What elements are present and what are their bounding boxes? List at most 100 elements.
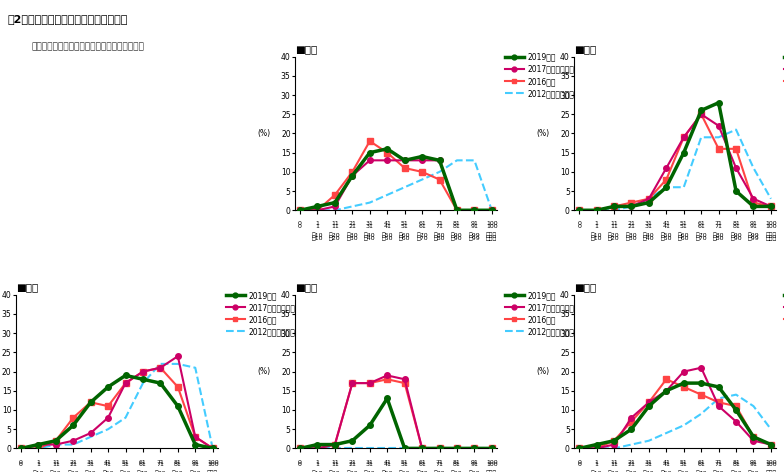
Text: 31: 31 <box>87 462 95 467</box>
Text: 1: 1 <box>594 460 598 464</box>
Text: 61: 61 <box>418 460 426 464</box>
Text: 〜30: 〜30 <box>347 233 358 238</box>
Text: 100: 100 <box>765 224 777 229</box>
Legend: 2019年度, 2017年度（マークシート式導入）, 2016年度, 2012年度（旧制度入試100点満点換算）: 2019年度, 2017年度（マークシート式導入）, 2016年度, 2012年… <box>505 291 626 336</box>
Text: 0: 0 <box>298 460 302 464</box>
Text: 〜60: 〜60 <box>399 235 410 241</box>
Text: 91: 91 <box>191 460 199 464</box>
Text: 71: 71 <box>436 460 444 464</box>
Text: 1: 1 <box>594 221 598 227</box>
Text: 91: 91 <box>470 224 478 229</box>
Text: 61: 61 <box>139 462 147 467</box>
Text: 0: 0 <box>577 462 581 467</box>
Text: 〜10: 〜10 <box>591 471 602 472</box>
Text: 21: 21 <box>627 462 635 467</box>
Text: 〜90: 〜90 <box>730 471 742 472</box>
Text: 100: 100 <box>207 462 219 467</box>
Text: 71: 71 <box>715 460 723 464</box>
Text: （点）: （点） <box>765 233 777 238</box>
Text: 61: 61 <box>697 462 705 467</box>
Text: ■英語: ■英語 <box>295 44 317 54</box>
Text: 41: 41 <box>662 462 670 467</box>
Text: 51: 51 <box>680 460 688 464</box>
Text: 1: 1 <box>315 221 319 227</box>
Text: 〜50: 〜50 <box>382 471 393 472</box>
Text: 81: 81 <box>453 462 461 467</box>
Text: 11: 11 <box>331 221 339 227</box>
Text: 21: 21 <box>348 462 356 467</box>
Text: 100: 100 <box>486 460 498 464</box>
Text: 0: 0 <box>19 460 23 464</box>
Text: 〜40: 〜40 <box>643 471 655 472</box>
Text: 1: 1 <box>594 224 598 229</box>
Text: 21: 21 <box>348 221 356 227</box>
Text: 51: 51 <box>122 460 129 464</box>
Text: 0: 0 <box>577 460 581 464</box>
Text: 71: 71 <box>436 462 444 467</box>
Text: 〜99: 〜99 <box>469 235 481 241</box>
Y-axis label: (%): (%) <box>537 129 550 138</box>
Text: 〜30: 〜30 <box>626 471 637 472</box>
Text: 91: 91 <box>750 460 757 464</box>
Text: 〜99: 〜99 <box>190 471 201 472</box>
Text: 41: 41 <box>662 221 670 227</box>
Text: （点）: （点） <box>765 471 777 472</box>
Text: 91: 91 <box>191 462 199 467</box>
Text: 31: 31 <box>87 460 95 464</box>
Text: 0: 0 <box>19 462 23 467</box>
Text: 〜60: 〜60 <box>678 471 689 472</box>
Text: 21: 21 <box>627 460 635 464</box>
Text: 51: 51 <box>680 462 688 467</box>
Text: 〜10: 〜10 <box>312 235 323 241</box>
Text: 81: 81 <box>174 460 182 464</box>
Text: 11: 11 <box>52 462 60 467</box>
Text: 81: 81 <box>453 224 461 229</box>
Text: 21: 21 <box>69 460 77 464</box>
Text: 31: 31 <box>366 221 374 227</box>
Text: 1: 1 <box>315 224 319 229</box>
Text: 〜40: 〜40 <box>364 471 376 472</box>
Text: 〜50: 〜50 <box>382 235 393 241</box>
Text: 100: 100 <box>486 224 498 229</box>
Text: 51: 51 <box>122 462 129 467</box>
Text: （点）: （点） <box>765 235 777 241</box>
Text: 41: 41 <box>662 224 670 229</box>
Text: 31: 31 <box>645 221 653 227</box>
Text: ■理科: ■理科 <box>295 283 317 293</box>
Text: 0: 0 <box>577 221 581 227</box>
Text: 31: 31 <box>366 462 374 467</box>
Text: 〜50: 〜50 <box>661 471 672 472</box>
Text: 41: 41 <box>383 460 391 464</box>
Text: 51: 51 <box>401 462 408 467</box>
Text: 100: 100 <box>207 460 219 464</box>
Text: 〜80: 〜80 <box>154 471 166 472</box>
Text: 〜20: 〜20 <box>608 471 620 472</box>
Text: 81: 81 <box>732 224 740 229</box>
Text: 〜80: 〜80 <box>713 471 724 472</box>
Text: 100: 100 <box>765 221 777 227</box>
Text: 〜99: 〜99 <box>748 471 760 472</box>
Text: 11: 11 <box>331 462 339 467</box>
Text: 1: 1 <box>36 462 40 467</box>
Text: 〜50: 〜50 <box>103 471 114 472</box>
Text: 〜90: 〜90 <box>730 233 742 238</box>
Text: 〜50: 〜50 <box>661 233 672 238</box>
Text: 〜20: 〜20 <box>608 233 620 238</box>
Text: 71: 71 <box>157 460 165 464</box>
Text: 〜50: 〜50 <box>661 235 672 241</box>
Text: 〜20: 〜20 <box>50 471 62 472</box>
Text: 61: 61 <box>418 462 426 467</box>
Legend: 2019年度, 2017年度（マークシート式導入）, 2016年度, 2012年度（旧制度入試100点満点換算）: 2019年度, 2017年度（マークシート式導入）, 2016年度, 2012年… <box>505 53 626 98</box>
Text: 100: 100 <box>765 460 777 464</box>
Text: ■数学: ■数学 <box>574 44 596 54</box>
Text: 81: 81 <box>732 221 740 227</box>
Text: ■国語: ■国語 <box>16 283 38 293</box>
Text: 81: 81 <box>732 460 740 464</box>
Text: 11: 11 <box>52 460 60 464</box>
Text: 〜60: 〜60 <box>399 233 410 238</box>
Text: 〜99: 〜99 <box>748 233 760 238</box>
Text: 61: 61 <box>418 221 426 227</box>
Text: 〜10: 〜10 <box>312 233 323 238</box>
Text: 〜20: 〜20 <box>608 235 620 241</box>
Text: 91: 91 <box>750 462 757 467</box>
